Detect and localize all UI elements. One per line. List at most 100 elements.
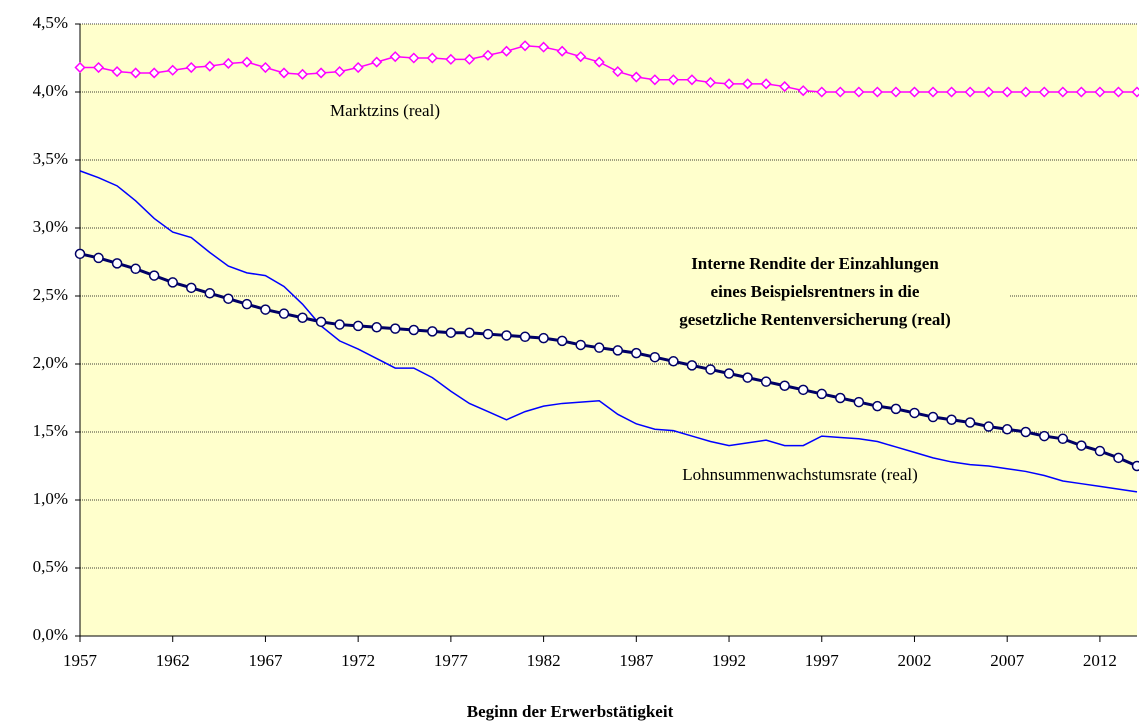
marker	[408, 52, 420, 64]
marker	[426, 52, 438, 64]
marker	[816, 86, 828, 98]
marker	[872, 400, 883, 412]
series-line	[79, 170, 1138, 493]
marker	[167, 64, 179, 76]
x-tick-label: 2002	[897, 651, 931, 670]
marker	[742, 78, 754, 90]
marker	[779, 380, 790, 392]
marker	[853, 396, 865, 408]
marker	[297, 312, 308, 324]
marker	[352, 61, 364, 74]
marker	[1038, 86, 1050, 98]
marker	[1113, 452, 1124, 464]
marker	[556, 45, 568, 57]
marker	[1020, 426, 1031, 438]
marker	[204, 60, 216, 72]
x-tick-label: 2012	[1083, 651, 1117, 670]
marker	[667, 74, 679, 86]
marker	[704, 76, 717, 89]
marker	[834, 86, 846, 98]
marker	[593, 56, 605, 68]
marker	[130, 263, 141, 275]
marker	[463, 53, 475, 65]
marker	[74, 61, 86, 74]
marker	[1094, 445, 1106, 457]
y-tick-label: 0,5%	[33, 557, 68, 576]
marker	[909, 407, 920, 419]
marker	[278, 67, 290, 79]
series-label: Lohnsummenwachstumsrate (real)	[682, 465, 918, 484]
marker	[723, 368, 735, 379]
x-tick-label: 1962	[156, 651, 190, 670]
marker	[241, 298, 253, 310]
marker	[575, 339, 586, 351]
marker	[946, 86, 958, 98]
x-tick-label: 1997	[805, 651, 840, 670]
marker	[519, 40, 531, 52]
marker	[686, 360, 698, 371]
marker	[779, 80, 791, 93]
marker	[705, 364, 716, 375]
y-tick-label: 1,0%	[33, 489, 68, 508]
marker	[612, 345, 624, 356]
series-line	[79, 252, 1138, 468]
marker	[649, 74, 661, 86]
marker	[93, 252, 104, 264]
y-tick-label: 1,5%	[33, 421, 68, 440]
marker	[686, 74, 698, 86]
marker	[315, 316, 327, 328]
marker	[500, 45, 513, 57]
marker	[797, 85, 809, 97]
marker	[259, 61, 271, 74]
marker	[334, 319, 345, 330]
series-label: Marktzins (real)	[330, 101, 440, 120]
marker	[1001, 86, 1013, 98]
y-tick-label: 2,0%	[33, 353, 68, 372]
marker	[723, 78, 735, 90]
marker	[853, 86, 865, 98]
x-tick-label: 2007	[990, 651, 1025, 670]
series-line	[80, 45, 1137, 93]
marker	[760, 376, 772, 387]
marker	[130, 67, 142, 79]
x-tick-label: 1982	[527, 651, 561, 670]
marker	[1057, 86, 1069, 98]
marker	[538, 332, 549, 344]
marker	[1075, 86, 1087, 98]
marker	[148, 67, 160, 79]
marker	[593, 342, 605, 353]
x-tick-label: 1957	[63, 651, 98, 670]
y-tick-label: 4,0%	[33, 81, 68, 100]
marker	[111, 258, 123, 269]
marker	[389, 323, 401, 334]
marker	[927, 86, 939, 98]
marker	[445, 53, 457, 65]
marker	[501, 330, 512, 341]
marker	[1131, 460, 1139, 472]
label-box	[620, 248, 1010, 336]
marker	[315, 67, 327, 79]
marker	[186, 282, 197, 294]
marker	[371, 56, 383, 68]
marker	[389, 51, 401, 63]
marker	[185, 61, 197, 74]
marker	[575, 51, 587, 63]
marker	[797, 384, 809, 396]
marker	[964, 86, 976, 98]
x-axis-title: Beginn der Erwerbstätigkeit	[467, 702, 674, 721]
x-tick-label: 1967	[248, 651, 283, 670]
marker	[556, 335, 568, 347]
marker	[222, 57, 234, 70]
marker	[111, 66, 123, 78]
marker	[519, 331, 531, 343]
x-tick-label: 1972	[341, 651, 375, 670]
marker	[482, 49, 494, 61]
series-label: Interne Rendite der Einzahlungen	[691, 254, 939, 273]
marker	[408, 324, 420, 336]
marker	[1039, 430, 1050, 442]
marker	[148, 270, 160, 281]
marker	[241, 56, 253, 68]
marker	[92, 61, 105, 74]
series-label: gesetzliche Rentenversicherung (real)	[679, 310, 951, 329]
